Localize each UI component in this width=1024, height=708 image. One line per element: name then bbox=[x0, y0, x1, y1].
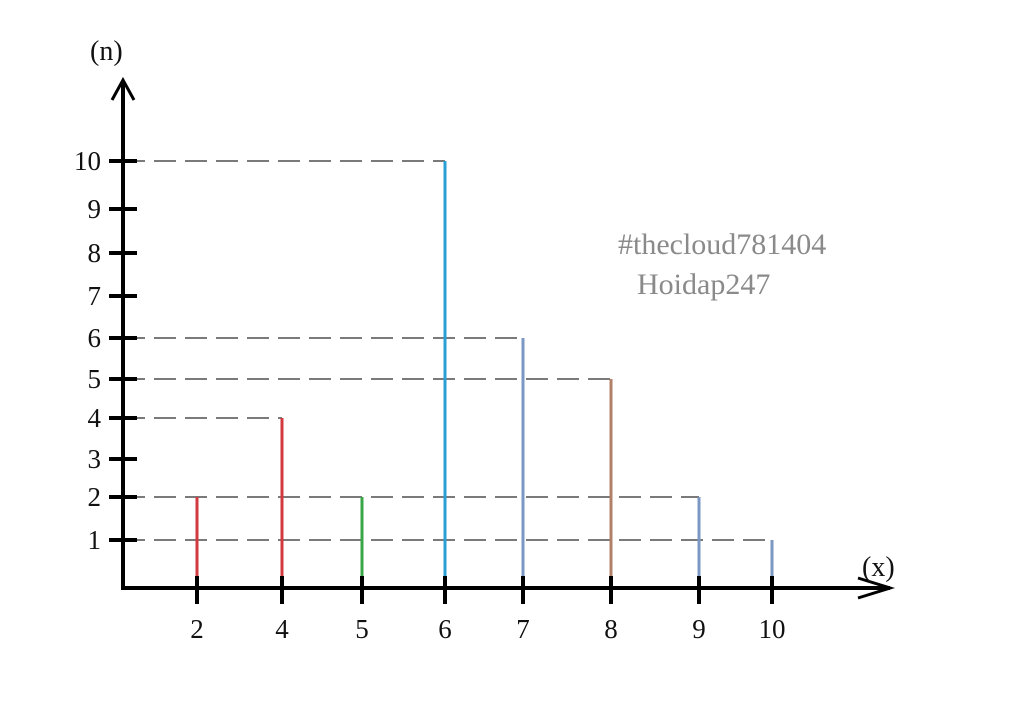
y-tick-label-4: 4 bbox=[88, 403, 102, 433]
x-axis-arrow bbox=[857, 576, 896, 600]
y-tick-label-10: 10 bbox=[74, 146, 101, 176]
y-tick-label-2: 2 bbox=[88, 482, 102, 512]
x-tick-label-10: 10 bbox=[759, 614, 786, 644]
x-ticks: 2 4 5 6 7 8 9 10 bbox=[190, 576, 786, 644]
x-axis-label: (x) bbox=[862, 552, 895, 583]
y-tick-label-7: 7 bbox=[88, 281, 102, 311]
y-tick-label-6: 6 bbox=[88, 323, 102, 353]
x-tick-label-4: 4 bbox=[275, 614, 289, 644]
x-tick-label-6: 6 bbox=[438, 614, 452, 644]
x-tick-label-7: 7 bbox=[516, 614, 530, 644]
y-tick-label-3: 3 bbox=[88, 444, 102, 474]
y-tick-label-1: 1 bbox=[88, 525, 102, 555]
guide-lines bbox=[123, 160, 772, 541]
y-tick-label-9: 9 bbox=[88, 194, 102, 224]
y-axis-label: (n) bbox=[90, 36, 123, 67]
x-tick-label-2: 2 bbox=[190, 614, 204, 644]
axes bbox=[110, 76, 896, 600]
x-tick-label-8: 8 bbox=[604, 614, 618, 644]
y-ticks: 1 2 3 4 5 6 7 8 9 10 bbox=[74, 146, 137, 555]
watermark-line-2: Hoidap247 bbox=[637, 268, 771, 301]
x-tick-label-9: 9 bbox=[692, 614, 706, 644]
y-tick-label-5: 5 bbox=[88, 364, 102, 394]
y-axis-arrow bbox=[110, 76, 136, 101]
bars bbox=[195, 161, 774, 588]
y-tick-label-8: 8 bbox=[88, 238, 102, 268]
watermark-line-1: #thecloud781404 bbox=[618, 228, 827, 261]
x-tick-label-5: 5 bbox=[355, 614, 369, 644]
